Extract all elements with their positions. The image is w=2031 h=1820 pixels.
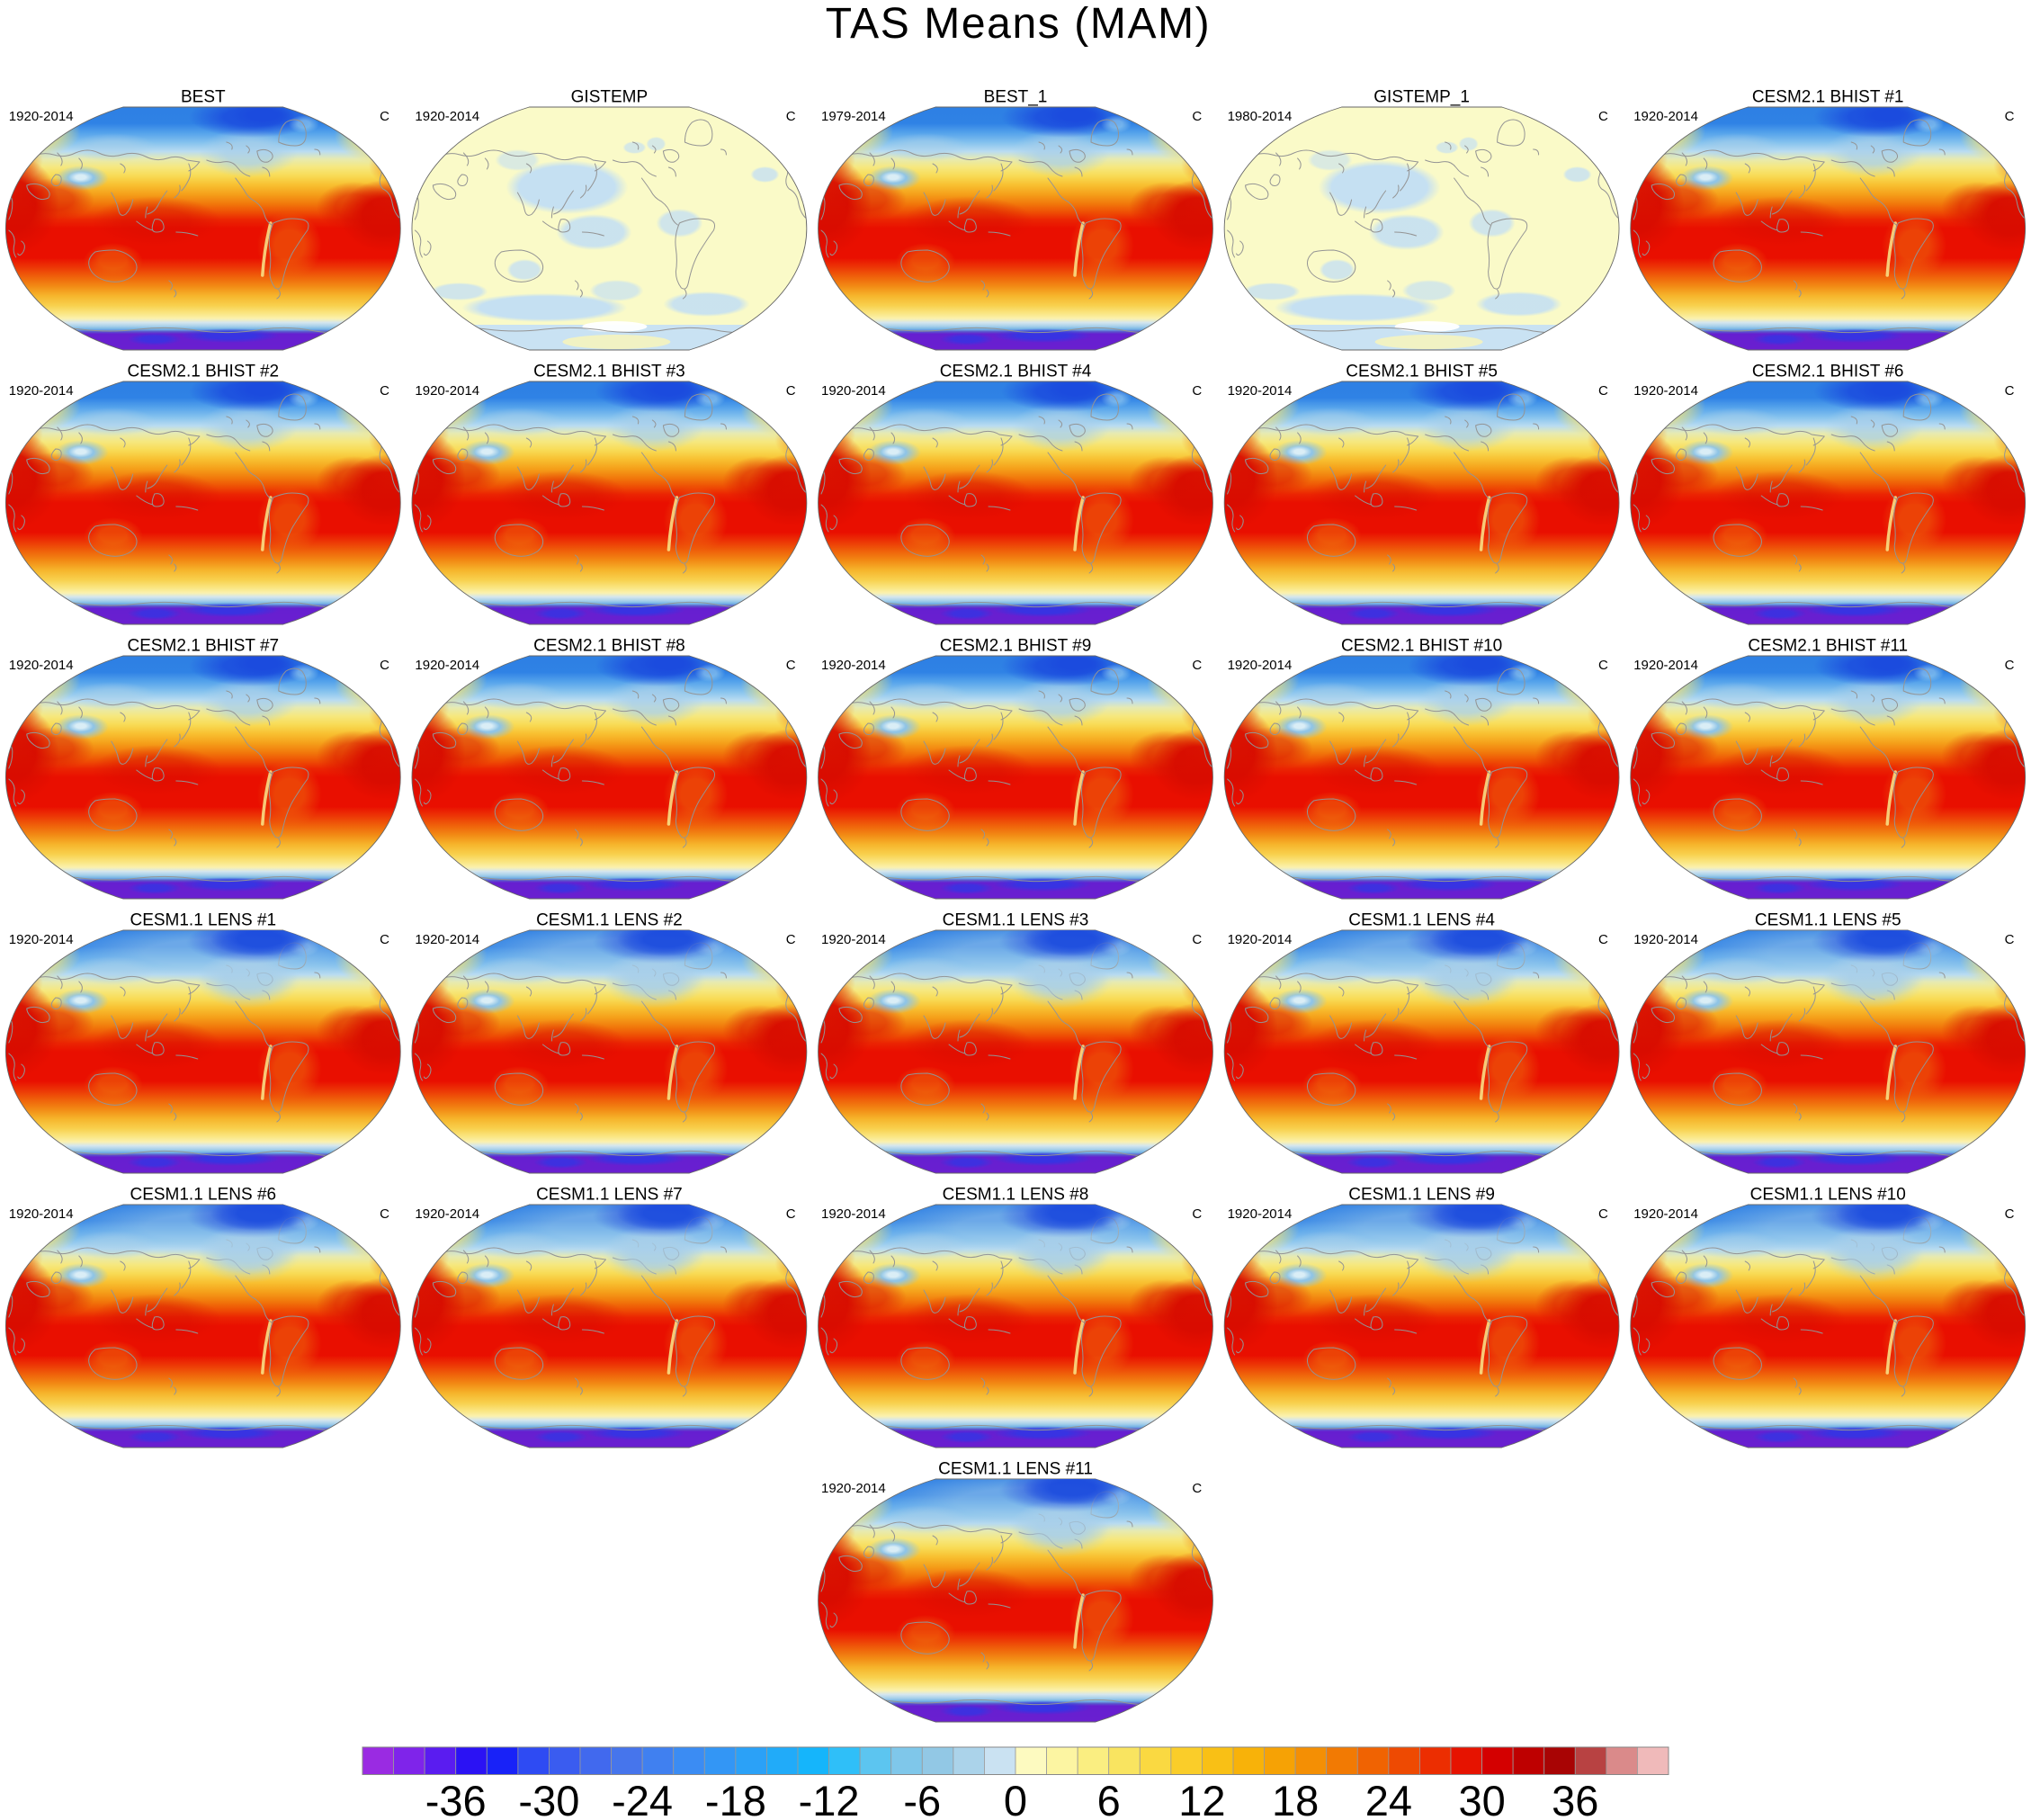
svg-text:1920-2014: 1920-2014: [821, 1481, 886, 1496]
svg-text:30: 30: [1458, 1777, 1505, 1820]
svg-text:1920-2014: 1920-2014: [1228, 383, 1293, 399]
svg-text:C: C: [1192, 109, 1202, 124]
svg-text:1920-2014: 1920-2014: [1228, 658, 1293, 673]
svg-text:C: C: [786, 1206, 796, 1222]
svg-text:1979-2014: 1979-2014: [821, 109, 886, 124]
svg-text:C: C: [2005, 383, 2015, 399]
svg-text:0: 0: [1004, 1777, 1027, 1820]
svg-text:-30: -30: [518, 1777, 579, 1820]
svg-text:C: C: [786, 383, 796, 399]
svg-text:CESM2.1 BHIST #1: CESM2.1 BHIST #1: [1752, 88, 1904, 107]
svg-text:-18: -18: [705, 1777, 766, 1820]
svg-text:C: C: [380, 1206, 389, 1222]
svg-text:-12: -12: [799, 1777, 860, 1820]
svg-text:12: 12: [1178, 1777, 1225, 1820]
svg-text:CESM1.1 LENS #6: CESM1.1 LENS #6: [130, 1186, 276, 1205]
svg-text:C: C: [1598, 109, 1608, 124]
svg-text:CESM2.1 BHIST #5: CESM2.1 BHIST #5: [1346, 363, 1498, 381]
svg-text:C: C: [2005, 109, 2015, 124]
svg-text:C: C: [2005, 658, 2015, 673]
svg-text:CESM2.1 BHIST #6: CESM2.1 BHIST #6: [1752, 363, 1904, 381]
svg-text:1920-2014: 1920-2014: [1228, 1206, 1293, 1222]
svg-text:C: C: [786, 932, 796, 947]
svg-text:GISTEMP: GISTEMP: [571, 88, 649, 107]
svg-text:CESM2.1 BHIST #7: CESM2.1 BHIST #7: [127, 637, 279, 656]
svg-text:36: 36: [1552, 1777, 1598, 1820]
svg-text:C: C: [1192, 1206, 1202, 1222]
svg-text:CESM1.1 LENS #11: CESM1.1 LENS #11: [938, 1460, 1093, 1479]
svg-text:C: C: [380, 932, 389, 947]
svg-text:C: C: [1598, 383, 1608, 399]
svg-text:-6: -6: [903, 1777, 941, 1820]
svg-text:CESM2.1 BHIST #11: CESM2.1 BHIST #11: [1748, 637, 1908, 656]
svg-text:1920-2014: 1920-2014: [1633, 1206, 1698, 1222]
svg-text:18: 18: [1272, 1777, 1319, 1820]
svg-text:1920-2014: 1920-2014: [415, 383, 479, 399]
svg-text:1920-2014: 1920-2014: [9, 1206, 74, 1222]
svg-text:1920-2014: 1920-2014: [1633, 932, 1698, 947]
svg-text:1920-2014: 1920-2014: [9, 658, 74, 673]
svg-text:1920-2014: 1920-2014: [1633, 109, 1698, 124]
svg-text:C: C: [2005, 1206, 2015, 1222]
svg-text:C: C: [380, 658, 389, 673]
svg-text:CESM1.1 LENS #9: CESM1.1 LENS #9: [1348, 1186, 1495, 1205]
svg-text:C: C: [1192, 658, 1202, 673]
svg-text:C: C: [1598, 932, 1608, 947]
svg-text:1920-2014: 1920-2014: [415, 932, 479, 947]
svg-text:BEST_1: BEST_1: [984, 88, 1048, 107]
svg-text:CESM1.1 LENS #4: CESM1.1 LENS #4: [1348, 911, 1495, 930]
svg-text:1920-2014: 1920-2014: [415, 658, 479, 673]
svg-text:1920-2014: 1920-2014: [9, 109, 74, 124]
svg-text:1920-2014: 1920-2014: [9, 932, 74, 947]
svg-text:1920-2014: 1920-2014: [415, 109, 479, 124]
svg-text:C: C: [2005, 932, 2015, 947]
svg-text:CESM2.1 BHIST #3: CESM2.1 BHIST #3: [533, 363, 685, 381]
svg-text:CESM2.1 BHIST #10: CESM2.1 BHIST #10: [1341, 637, 1502, 656]
svg-text:-36: -36: [425, 1777, 487, 1820]
svg-text:24: 24: [1365, 1777, 1412, 1820]
svg-text:CESM2.1 BHIST #8: CESM2.1 BHIST #8: [533, 637, 685, 656]
svg-text:C: C: [1192, 932, 1202, 947]
svg-text:CESM1.1 LENS #2: CESM1.1 LENS #2: [536, 911, 683, 930]
svg-text:CESM1.1 LENS #8: CESM1.1 LENS #8: [943, 1186, 1089, 1205]
svg-text:CESM2.1 BHIST #2: CESM2.1 BHIST #2: [127, 363, 279, 381]
svg-text:C: C: [1598, 658, 1608, 673]
svg-text:CESM1.1 LENS #7: CESM1.1 LENS #7: [536, 1186, 683, 1205]
svg-text:C: C: [1598, 1206, 1608, 1222]
svg-text:1920-2014: 1920-2014: [415, 1206, 479, 1222]
svg-text:BEST: BEST: [181, 88, 226, 107]
svg-text:C: C: [786, 109, 796, 124]
svg-text:TAS Means (MAM): TAS Means (MAM): [826, 0, 1211, 48]
svg-text:CESM2.1 BHIST #9: CESM2.1 BHIST #9: [940, 637, 1092, 656]
svg-text:CESM2.1 BHIST #4: CESM2.1 BHIST #4: [940, 363, 1092, 381]
svg-text:1920-2014: 1920-2014: [1228, 932, 1293, 947]
svg-text:CESM1.1 LENS #3: CESM1.1 LENS #3: [943, 911, 1089, 930]
svg-text:C: C: [786, 658, 796, 673]
svg-text:1920-2014: 1920-2014: [9, 383, 74, 399]
svg-text:1920-2014: 1920-2014: [821, 658, 886, 673]
svg-text:1920-2014: 1920-2014: [821, 1206, 886, 1222]
svg-text:1920-2014: 1920-2014: [821, 932, 886, 947]
svg-text:GISTEMP_1: GISTEMP_1: [1373, 88, 1470, 107]
svg-text:CESM1.1 LENS #10: CESM1.1 LENS #10: [1750, 1186, 1906, 1205]
svg-text:CESM1.1 LENS #5: CESM1.1 LENS #5: [1755, 911, 1901, 930]
svg-text:6: 6: [1097, 1777, 1121, 1820]
svg-text:C: C: [380, 109, 389, 124]
svg-text:C: C: [1192, 383, 1202, 399]
svg-text:1980-2014: 1980-2014: [1228, 109, 1293, 124]
svg-text:C: C: [1192, 1481, 1202, 1496]
svg-text:CESM1.1 LENS #1: CESM1.1 LENS #1: [130, 911, 276, 930]
svg-text:1920-2014: 1920-2014: [821, 383, 886, 399]
svg-text:C: C: [380, 383, 389, 399]
svg-text:-24: -24: [612, 1777, 673, 1820]
svg-text:1920-2014: 1920-2014: [1633, 383, 1698, 399]
svg-text:1920-2014: 1920-2014: [1633, 658, 1698, 673]
